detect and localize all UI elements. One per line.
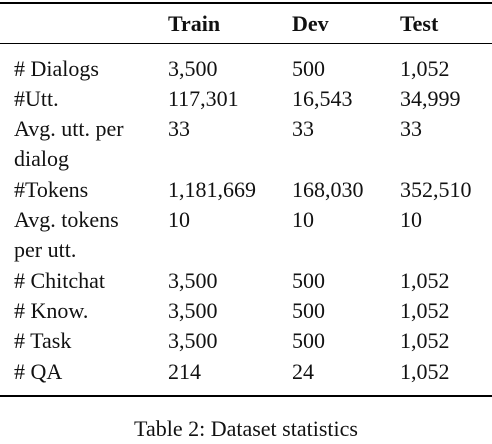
row-label: #Tokens [14, 177, 89, 202]
cell-dev: 168,030 [292, 177, 364, 202]
cell-test: 33 [400, 116, 422, 141]
cell-test: 10 [400, 207, 422, 232]
cell-test: 1,052 [400, 56, 450, 81]
header-rule [0, 43, 492, 44]
cell-train: 3,500 [168, 328, 218, 353]
row-label: Avg. tokens [14, 207, 119, 232]
cell-train: 33 [168, 116, 190, 141]
cell-test: 1,052 [400, 328, 450, 353]
cell-train: 3,500 [168, 56, 218, 81]
row-label-cont: per utt. [14, 237, 77, 262]
cell-test: 34,999 [400, 86, 461, 111]
row-label: # Dialogs [14, 56, 99, 81]
cell-dev: 500 [292, 56, 325, 81]
cell-dev: 500 [292, 268, 325, 293]
row-label: # Task [14, 328, 72, 353]
cell-train: 117,301 [168, 86, 239, 111]
cell-train: 214 [168, 359, 201, 384]
header-dev: Dev [292, 11, 329, 36]
row-label: # Chitchat [14, 268, 106, 293]
cell-dev: 33 [292, 116, 314, 141]
cell-test: 1,052 [400, 298, 450, 323]
row-label: #Utt. [14, 86, 59, 111]
cell-train: 1,181,669 [168, 177, 256, 202]
cell-test: 1,052 [400, 359, 450, 384]
bottom-rule [0, 395, 492, 397]
cell-dev: 10 [292, 207, 314, 232]
cell-dev: 24 [292, 359, 314, 384]
row-label: # QA [14, 359, 63, 384]
row-label: Avg. utt. per [14, 116, 124, 141]
cell-dev: 500 [292, 298, 325, 323]
header-train: Train [168, 11, 221, 36]
cell-dev: 500 [292, 328, 325, 353]
header-test: Test [400, 11, 439, 36]
top-rule [0, 2, 492, 4]
cell-train: 3,500 [168, 298, 218, 323]
cell-test: 1,052 [400, 268, 450, 293]
table-caption: Table 2: Dataset statistics [134, 416, 358, 441]
cell-train: 10 [168, 207, 190, 232]
cell-test: 352,510 [400, 177, 472, 202]
row-label-cont: dialog [14, 146, 69, 171]
row-label: # Know. [14, 298, 89, 323]
cell-dev: 16,543 [292, 86, 353, 111]
cell-train: 3,500 [168, 268, 218, 293]
